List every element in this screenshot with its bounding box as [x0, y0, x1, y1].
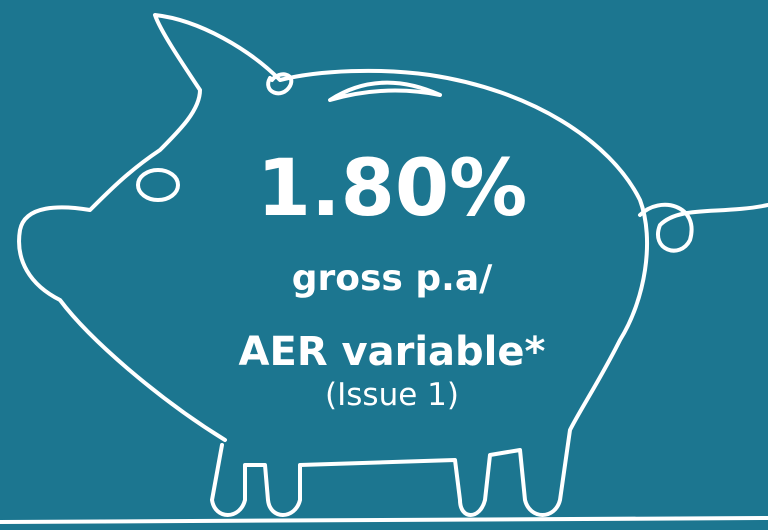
rate-subtitle: gross p.a/	[292, 258, 493, 299]
rate-type: AER variable*	[239, 329, 546, 375]
rate: 1.80%	[257, 144, 528, 234]
promo-graphic: 1.80% gross p.a/ AER variable* (Issue 1)	[0, 0, 768, 530]
page: 1.80% gross p.a/ AER variable* (Issue 1)…	[0, 0, 768, 530]
issue-note: (Issue 1)	[325, 377, 459, 413]
